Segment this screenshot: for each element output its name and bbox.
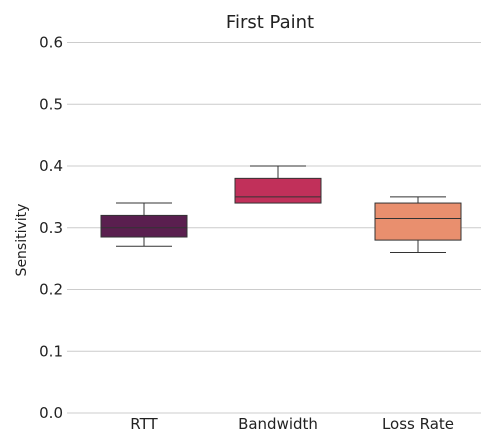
y-tick-label: 0.6 [39, 34, 63, 52]
x-tick-label: RTT [130, 415, 158, 432]
y-tick-labels: 0.0 0.1 0.2 0.3 0.4 0.5 0.6 [39, 34, 63, 423]
boxes [100, 165, 462, 253]
y-tick-label: 0.3 [39, 219, 63, 237]
x-tick-labels: RTT Bandwidth Loss Rate [130, 415, 454, 432]
y-tick-label: 0.1 [39, 342, 63, 360]
box-iqr [234, 177, 322, 204]
x-tick-label: Bandwidth [238, 415, 318, 432]
box-loss-rate [374, 196, 462, 253]
box-rtt [100, 202, 188, 247]
y-tick-label: 0.2 [39, 281, 63, 299]
x-tick-label: Loss Rate [382, 415, 454, 432]
chart-title: First Paint [226, 12, 314, 33]
y-tick-label: 0.4 [39, 157, 63, 175]
y-tick-label: 0.5 [39, 95, 63, 113]
box-iqr [100, 214, 188, 238]
y-tick-label: 0.0 [39, 404, 63, 422]
box-iqr [374, 202, 462, 241]
y-axis-label: Sensitivity [14, 204, 30, 277]
box-bandwidth [234, 165, 322, 204]
